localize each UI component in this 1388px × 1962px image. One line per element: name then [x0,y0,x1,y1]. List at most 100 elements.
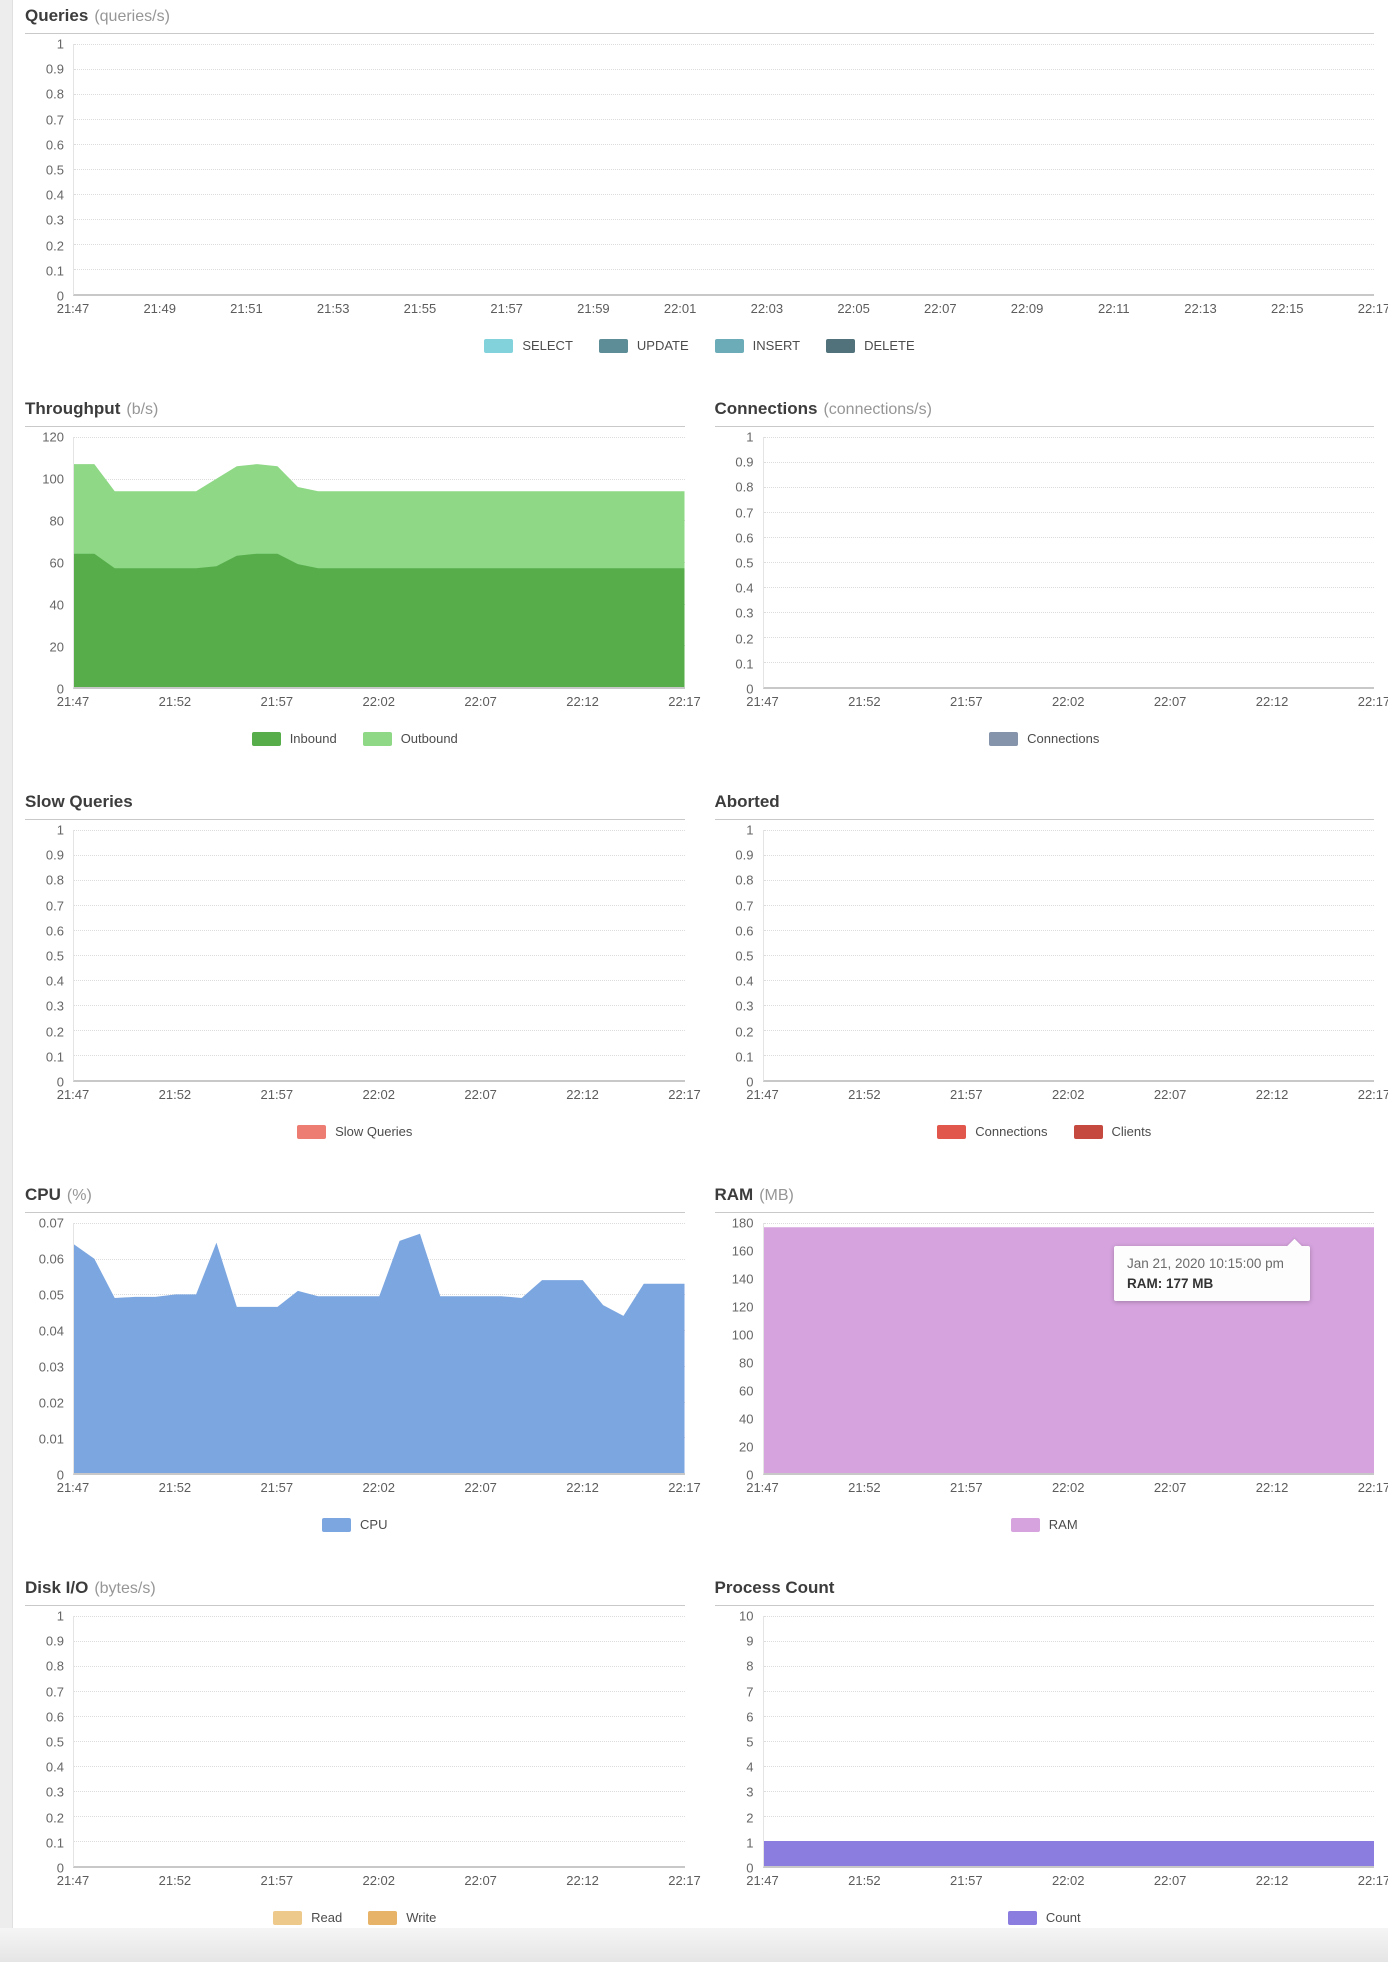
legend-item-count[interactable]: Count [1007,1910,1081,1925]
x-tick-label: 21:47 [56,694,90,709]
gridline [74,830,685,831]
gridline [74,1841,685,1842]
plot-area-queries[interactable] [73,44,1374,296]
y-tick-label: 0.3 [45,1784,64,1800]
y-tick-label: 0.8 [45,1658,64,1674]
x-tick-label: 22:12 [1255,1480,1289,1495]
y-tick-label: 0.1 [45,263,64,279]
legend-item-outbound[interactable]: Outbound [362,731,458,746]
x-axis: 21:47 21:52 21:57 22:02 22:07 22:12 22:17 [746,1087,1388,1109]
x-axis: 21:47 21:52 21:57 22:02 22:07 22:12 22:17 [57,1873,701,1895]
y-axis: 1 0.9 0.8 0.7 0.6 0.5 0.4 0.3 0.2 0.1 0 [715,430,763,697]
legend-item-delete[interactable]: DELETE [826,338,915,353]
legend-aborted: Connections Clients [715,1124,1375,1139]
y-tick-label: 8 [746,1658,754,1674]
y-tick-label: 4 [746,1759,754,1775]
legend-item-select[interactable]: SELECT [484,338,573,353]
plot-area-aborted[interactable] [762,830,1374,1082]
plot-area-ram[interactable]: Jan 21, 2020 10:15:00 pm RAM: 177 MB [762,1223,1374,1475]
y-tick-label: 0.6 [735,923,754,939]
legend-swatch [937,1124,967,1139]
page-bottom-fade [0,1928,1388,1962]
x-tick-label: 21:52 [848,1087,881,1102]
legend-item-slow-queries[interactable]: Slow Queries [297,1124,412,1139]
gridline [763,1030,1374,1031]
y-tick-label: 80 [49,513,64,529]
tooltip-timestamp: Jan 21, 2020 10:15:00 pm [1127,1256,1284,1271]
legend-item-connections[interactable]: Connections [937,1124,1048,1139]
y-tick-label: 0.7 [45,112,64,128]
x-tick-label: 22:12 [1255,1087,1289,1102]
y-tick-label: 0.6 [45,1709,64,1725]
gridline [763,905,1374,906]
legend-swatch [484,338,514,353]
tooltip-value: RAM: 177 MB [1127,1276,1214,1291]
legend-item-cpu[interactable]: CPU [322,1517,387,1532]
gridline [74,1030,685,1031]
plot-area-connections[interactable] [762,437,1374,689]
chart-title-disk-io: Disk I/O (bytes/s) [25,1578,685,1606]
x-tick-label: 22:17 [1357,1873,1388,1888]
plot-area-cpu[interactable] [73,1223,685,1475]
y-tick-label: 0 [746,681,754,697]
y-tick-label: 10 [739,1608,754,1624]
y-tick-label: 0.2 [45,1810,64,1826]
x-axis: 21:47 21:52 21:57 22:02 22:07 22:12 22:17 [746,1480,1388,1502]
chart-title-text: Aborted [714,792,780,811]
y-tick-label: 0.9 [45,61,64,77]
gridline [74,1258,685,1260]
gridline [74,880,685,881]
gridline [74,855,685,856]
gridline [763,512,1374,513]
legend-item-inbound[interactable]: Inbound [251,731,337,746]
y-tick-label: 0.06 [38,1251,64,1267]
y-tick-label: 0.8 [735,872,754,888]
gridline [763,980,1374,981]
x-tick-label: 22:02 [362,1480,396,1495]
gridline [74,1741,685,1742]
plot-area-throughput[interactable] [73,437,685,689]
legend-disk-io: Read Write [25,1910,685,1925]
legend-queries: SELECT UPDATE INSERT DELETE [25,338,1374,353]
gridline [763,1641,1374,1642]
plot-area-process-count[interactable] [762,1616,1374,1868]
legend-label: Inbound [289,731,337,746]
chart-card-aborted: Aborted 1 0.9 0.8 0.7 0.6 0.5 0.4 0.3 0.2 0.1 0 21… [714,792,1388,1139]
y-tick-label: 20 [739,1439,754,1455]
y-tick-label: 20 [49,639,64,655]
chart-title-text: Slow Queries [25,792,133,811]
y-tick-label: 0.3 [45,212,64,228]
legend-process-count: Count [715,1910,1375,1925]
gridline [74,169,1374,170]
y-tick-label: 1 [746,429,754,445]
legend-item-write[interactable]: Write [368,1910,436,1925]
legend-item-ram[interactable]: RAM [1010,1517,1078,1532]
legend-item-insert[interactable]: INSERT [714,338,800,353]
y-tick-label: 160 [731,1243,754,1259]
chart-unit-text: (queries/s) [94,8,170,25]
x-tick-label: 22:17 [1357,1087,1388,1102]
y-tick-label: 180 [731,1215,754,1231]
gridline [763,1005,1374,1006]
chart-card-disk-io: Disk I/O (bytes/s) 1 0.9 0.8 0.7 0.6 0.5 0.4 0.… [25,1578,701,1925]
legend-item-clients[interactable]: Clients [1073,1124,1151,1139]
legend-item-update[interactable]: UPDATE [598,338,689,353]
gridline [763,487,1374,488]
plot-area-disk-io[interactable] [73,1616,685,1868]
gridline [74,955,685,956]
x-tick-label: 22:17 [668,694,701,709]
legend-item-connections[interactable]: Connections [989,731,1099,746]
gridline [74,244,1374,245]
gridline [763,1666,1374,1667]
gridline [763,1223,1374,1224]
y-tick-label: 0 [746,1467,754,1483]
y-tick-label: 0.1 [45,1835,64,1851]
x-tick-label: 22:07 [1153,1480,1187,1495]
legend-item-read[interactable]: Read [273,1910,342,1925]
gridline [74,194,1374,195]
plot-area-slow-queries[interactable] [73,830,685,1082]
y-tick-label: 100 [42,471,64,487]
chart-card-slow-queries: Slow Queries 1 0.9 0.8 0.7 0.6 0.5 0.4 0.3 0.2 0.… [25,792,701,1139]
x-tick-label: 21:47 [746,1480,779,1495]
y-axis: 10 9 8 7 6 5 4 3 2 1 0 [715,1609,763,1876]
